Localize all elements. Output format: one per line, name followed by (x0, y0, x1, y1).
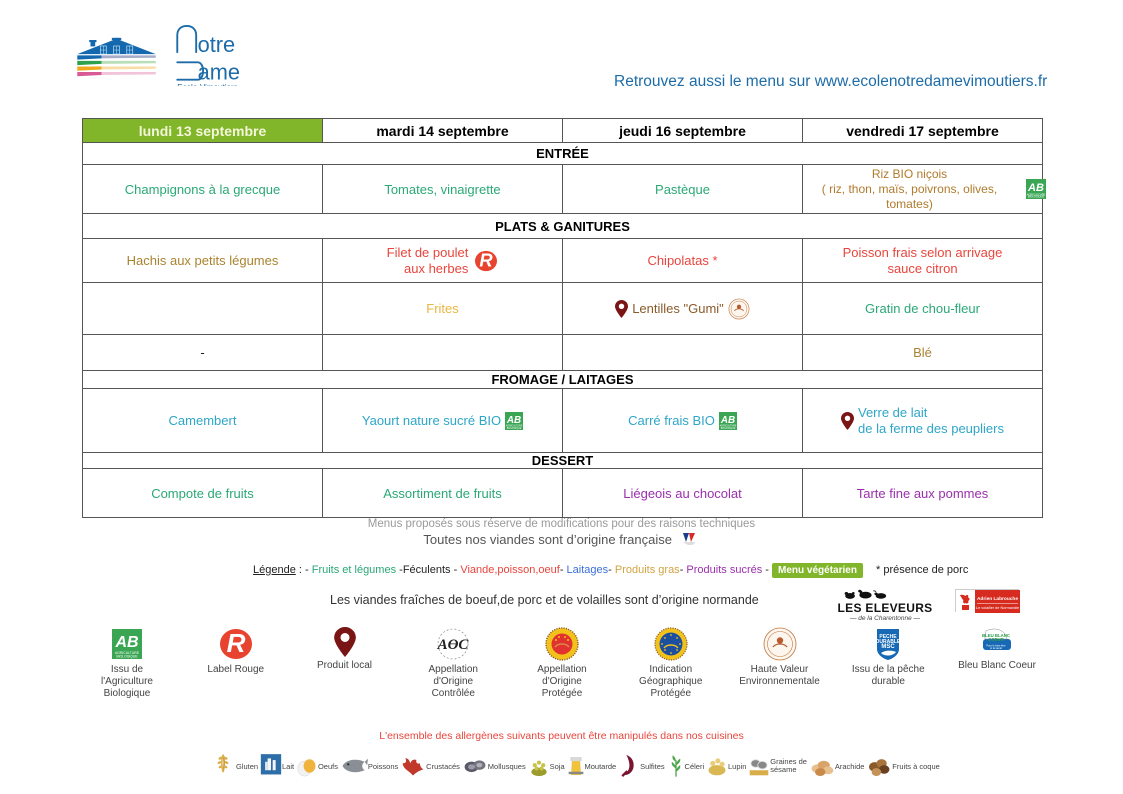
svg-text:BIOLOGIQUE: BIOLOGIQUE (116, 655, 138, 659)
svg-text:et la santé: et la santé (990, 646, 1003, 650)
svg-text:COEUR: COEUR (988, 637, 1004, 642)
svg-text:Ecole·Vimoutiers: Ecole·Vimoutiers (177, 83, 237, 86)
svg-text:AB: AB (506, 414, 521, 425)
svg-text:ame: ame (198, 60, 240, 85)
svg-text:otre: otre (198, 32, 236, 57)
svg-text:AB: AB (720, 414, 735, 425)
svg-text:MSC: MSC (882, 644, 896, 650)
svg-text:BIOLOGIQUE: BIOLOGIQUE (1028, 195, 1045, 199)
svg-text:AB: AB (114, 634, 138, 651)
svg-text:Adrien Labrouche: Adrien Labrouche (977, 596, 1018, 602)
svg-text:BIOLOGIQUE: BIOLOGIQUE (507, 427, 522, 429)
svg-text:AƟC: AƟC (437, 637, 470, 653)
svg-text:BIOLOGIQUE: BIOLOGIQUE (721, 427, 736, 429)
svg-text:R: R (480, 250, 494, 271)
svg-text:R: R (226, 628, 245, 658)
svg-text:Le volailler de Normandie: Le volailler de Normandie (976, 606, 1019, 610)
svg-text:AB: AB (1027, 182, 1044, 194)
